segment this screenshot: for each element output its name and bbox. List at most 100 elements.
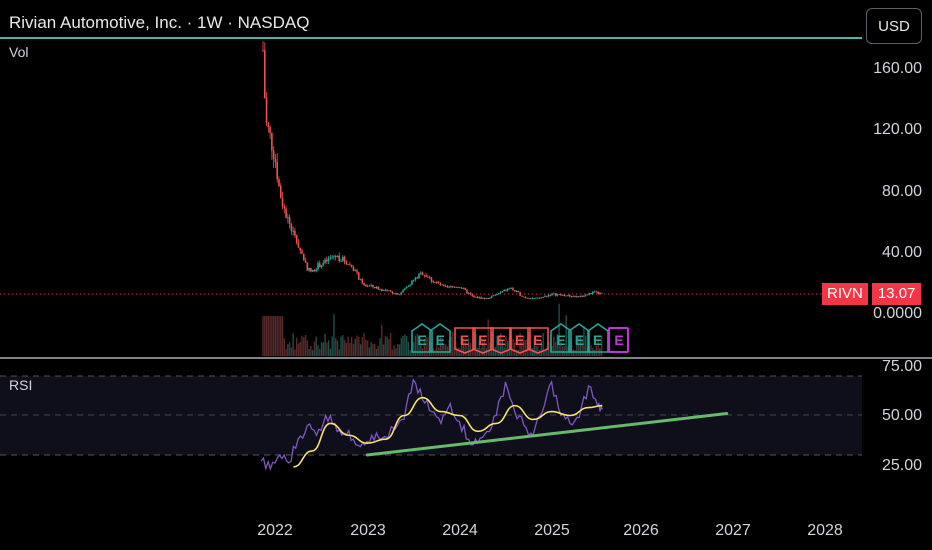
earnings-badge-icon [490, 327, 512, 354]
volume-bar [416, 333, 418, 356]
volume-bar [285, 349, 287, 356]
candle-body [271, 132, 273, 151]
earnings-marker-miss[interactable]: E [453, 323, 476, 354]
rsi-trendline[interactable] [365, 412, 729, 457]
candle-body [384, 289, 387, 291]
volume-bar [476, 347, 479, 356]
candle-body [412, 279, 415, 281]
earnings-marker-miss[interactable]: E [490, 323, 512, 354]
volume-bar [354, 338, 356, 356]
earnings-marker-label: E [435, 332, 445, 348]
candle-body [512, 288, 514, 291]
volume-bar [345, 342, 348, 356]
earnings-marker-miss[interactable]: E [526, 323, 549, 354]
volume-bar [366, 340, 369, 356]
candle-body [324, 259, 326, 263]
candle-body [441, 284, 443, 286]
candle-body [370, 284, 372, 286]
candle-body [535, 297, 537, 299]
candle-body [517, 291, 520, 293]
candle-body [439, 283, 442, 285]
earnings-marker-label: E [478, 332, 488, 348]
volume-bar [384, 336, 387, 356]
candle-body [554, 293, 557, 296]
time-axis-tick: 2025 [534, 522, 570, 539]
candle-body [340, 260, 342, 262]
volume-bar [478, 340, 481, 356]
candle-body [297, 243, 300, 248]
candle-body [593, 291, 596, 293]
candle-body [407, 286, 410, 287]
candle-body [368, 285, 371, 287]
volume-bar [499, 333, 502, 356]
candle-body [588, 293, 591, 295]
earnings-badge-icon [508, 327, 531, 354]
candle-body [476, 296, 479, 299]
candle-body [455, 287, 458, 288]
earnings-marker-upcoming[interactable]: E [608, 323, 630, 353]
earnings-marker-beat[interactable]: E [411, 323, 433, 353]
volume-bar [576, 343, 578, 356]
candle-body [294, 230, 296, 236]
volume-bar [274, 316, 277, 356]
candle-body [531, 298, 534, 299]
earnings-marker-label: E [593, 332, 603, 348]
rsi-pane-label[interactable]: RSI [9, 377, 33, 393]
earnings-marker-miss[interactable]: E [508, 323, 531, 354]
candle-body [568, 295, 571, 297]
candle-body [262, 49, 264, 51]
volume-bar [498, 345, 500, 356]
volume-bar [418, 335, 420, 356]
candle-body [496, 294, 498, 295]
earnings-marker-beat[interactable]: E [429, 323, 452, 353]
volume-bar [359, 344, 362, 356]
candle-body [388, 290, 390, 292]
candle-body [381, 288, 383, 291]
volume-bar [436, 344, 438, 356]
volume-bar [365, 339, 367, 356]
candle-body [597, 291, 599, 294]
price-axis-tick: 120.00 [873, 121, 922, 138]
volume-bar [414, 335, 417, 356]
candle-body [434, 282, 436, 283]
volume-bar [404, 334, 406, 356]
volume-bar [342, 335, 344, 356]
candle-body [375, 286, 378, 289]
currency-button[interactable]: USD [866, 8, 922, 44]
earnings-marker-miss[interactable]: E [472, 323, 494, 354]
volume-bar [400, 337, 403, 356]
candle-body [373, 286, 376, 289]
volume-bar [551, 345, 553, 356]
earnings-marker-beat[interactable]: E [568, 323, 591, 353]
earnings-marker-beat[interactable]: E [550, 323, 572, 353]
volume-bar [397, 344, 399, 356]
volume-bar [533, 337, 535, 356]
candle-body [327, 258, 330, 262]
volume-bar [514, 342, 516, 356]
candle-body [556, 294, 559, 296]
candle-body [342, 256, 344, 261]
candle-body [279, 185, 282, 198]
candle-body [393, 293, 396, 295]
volume-pane-label[interactable]: Vol [9, 44, 29, 60]
volume-bar [262, 316, 264, 356]
volume-bar [379, 338, 381, 356]
volume-bar [537, 346, 539, 356]
volume-bar [469, 342, 472, 356]
volume-bar [306, 340, 309, 356]
candle-body [572, 296, 575, 298]
candle-body [430, 277, 433, 282]
candle-body [519, 292, 521, 296]
candle-body [483, 297, 486, 299]
price-axis-tick: 40.00 [881, 244, 922, 261]
volume-bar [375, 349, 378, 356]
volume-bar [308, 349, 310, 356]
volume-bar [462, 338, 465, 356]
candle-body [269, 127, 271, 133]
earnings-marker-beat[interactable]: E [586, 323, 609, 353]
candle-body [561, 295, 564, 296]
candle-body [547, 295, 550, 297]
price-axis-tick: 160.00 [873, 60, 922, 77]
candle-body [464, 288, 466, 290]
